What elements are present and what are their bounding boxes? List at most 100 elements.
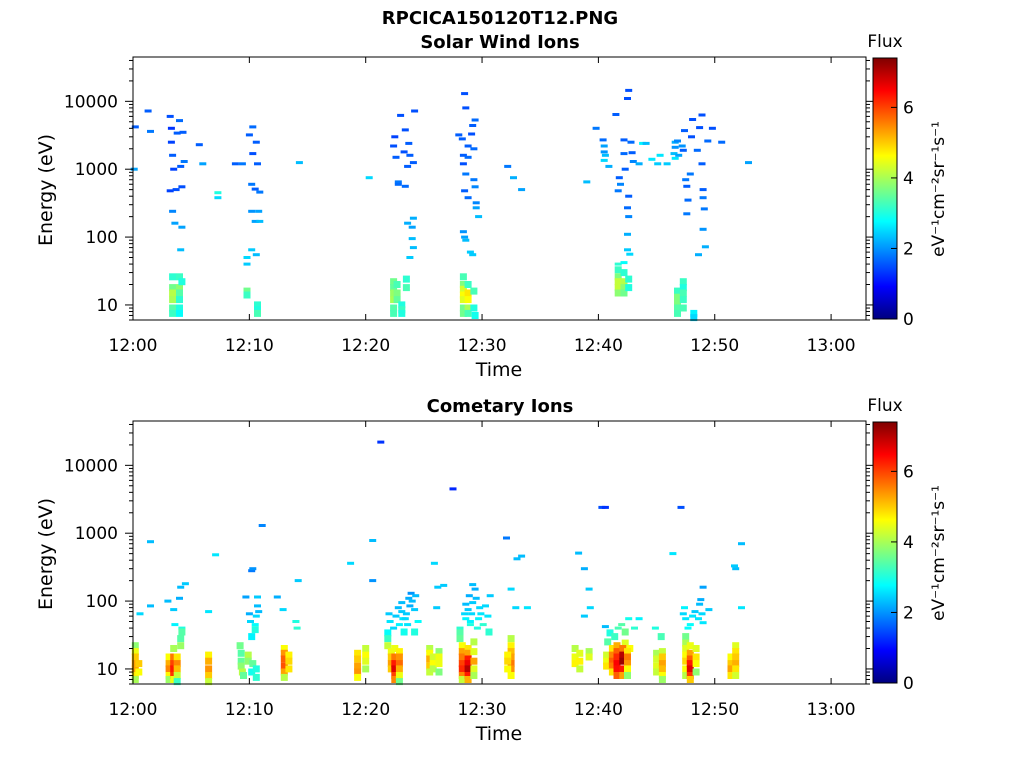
heatmap-cell: [658, 665, 666, 673]
x-tick-label: 13:00: [807, 336, 856, 356]
heatmap-cell: [621, 628, 629, 636]
heatmap-cell: [212, 553, 220, 557]
heatmap-cell: [695, 253, 702, 257]
heatmap-cell: [237, 662, 245, 670]
heatmap-cell: [147, 604, 154, 608]
heatmap-cell: [479, 623, 487, 627]
heatmap-cell: [614, 284, 622, 292]
heatmap-cell: [686, 676, 694, 683]
heatmap-cell: [459, 304, 467, 312]
heatmap-cell: [131, 125, 139, 129]
heatmap-cell: [435, 653, 443, 661]
heatmap-cell: [397, 113, 405, 117]
heatmap-cell: [690, 314, 698, 322]
heatmap-cell: [518, 554, 526, 558]
heatmap-cell: [671, 145, 679, 149]
heatmap-cell: [601, 505, 609, 509]
heatmap-cell: [507, 672, 515, 679]
heatmap-cell: [176, 284, 183, 292]
heatmap-cell: [658, 660, 666, 668]
heatmap-cell: [458, 648, 466, 656]
heatmap-cell: [398, 301, 406, 309]
heatmap-cell: [252, 140, 260, 144]
heatmap-cell: [620, 284, 628, 292]
heatmap-cell: [167, 140, 175, 144]
heatmap-cell: [608, 645, 616, 652]
heatmap-cell: [169, 289, 177, 297]
heatmap-cell: [135, 660, 143, 668]
heatmap-cell: [466, 623, 474, 627]
heatmap-cell: [603, 657, 611, 665]
heatmap-cell: [682, 639, 690, 647]
heatmap-cell: [369, 579, 377, 583]
heatmap-cell: [620, 289, 628, 297]
heatmap-cell: [692, 645, 700, 652]
heatmap-cell: [601, 153, 609, 157]
heatmap-cell: [686, 172, 694, 176]
heatmap-cell: [256, 190, 264, 194]
heatmap-cell: [362, 665, 370, 673]
colorbar-tick-label: 0: [903, 310, 914, 330]
y-tick-label: 10000: [64, 456, 118, 476]
heatmap-cell: [179, 130, 187, 134]
heatmap-cell: [732, 567, 740, 571]
heatmap-cell: [354, 673, 362, 681]
heatmap-cell: [469, 124, 477, 127]
heatmap-cell: [280, 662, 288, 670]
heatmap-cell: [178, 225, 186, 229]
heatmap-cell: [674, 304, 681, 312]
heatmap-cell: [178, 278, 186, 286]
heatmap-cell: [692, 653, 700, 661]
heatmap-cell: [362, 657, 370, 665]
heatmap-cell: [635, 162, 643, 166]
heatmap-cell: [513, 557, 521, 561]
heatmap-cell: [173, 672, 181, 679]
heatmap-cell: [243, 256, 251, 259]
heatmap-cell: [738, 606, 745, 610]
heatmap-cell: [585, 587, 593, 591]
heatmap-cell: [504, 164, 512, 168]
heatmap-cell: [732, 672, 740, 679]
heatmap-cell: [624, 672, 631, 679]
heatmap-cell: [177, 642, 185, 650]
heatmap-cell: [243, 291, 251, 299]
heatmap-cell: [455, 133, 463, 137]
heatmap-cell: [682, 633, 690, 641]
heatmap-cell: [658, 653, 666, 661]
heatmap-cell: [674, 298, 681, 306]
heatmap-cell: [613, 665, 621, 673]
heatmap-cell: [169, 273, 177, 281]
heatmap-cell: [654, 162, 662, 166]
heatmap-cell: [689, 118, 697, 121]
heatmap-cell: [472, 206, 480, 210]
heatmap-cell: [426, 645, 434, 652]
heatmap-cell: [244, 651, 252, 659]
heatmap-cell: [254, 306, 261, 314]
heatmap-cell: [718, 140, 726, 144]
heatmap-cell: [601, 625, 609, 629]
heatmap-cell: [398, 309, 406, 317]
heatmap-cell: [165, 660, 173, 668]
heatmap-cell: [434, 585, 442, 589]
heatmap-cell: [391, 645, 399, 652]
heatmap-cell: [173, 665, 181, 673]
heatmap-cell: [165, 653, 173, 661]
colorbar-tick-label: 4: [903, 169, 914, 189]
heatmap-cell: [615, 176, 623, 180]
heatmap-cell: [461, 235, 469, 239]
heatmap-cell: [476, 606, 484, 610]
heatmap-cell: [470, 304, 478, 312]
heatmap-cell: [395, 678, 403, 686]
heatmap-cell: [658, 672, 666, 679]
heatmap-cell: [458, 137, 466, 141]
heatmap-cell: [459, 162, 467, 166]
y-tick-label: 1000: [75, 160, 118, 180]
heatmap-cell: [177, 164, 185, 168]
heatmap-cell: [708, 126, 716, 130]
heatmap-cell: [686, 623, 694, 627]
heatmap-cell: [172, 188, 180, 192]
heatmap-cell: [620, 278, 628, 286]
heatmap-cell: [677, 505, 685, 509]
heatmap-cell: [571, 645, 579, 652]
heatmap-cell: [475, 617, 483, 621]
